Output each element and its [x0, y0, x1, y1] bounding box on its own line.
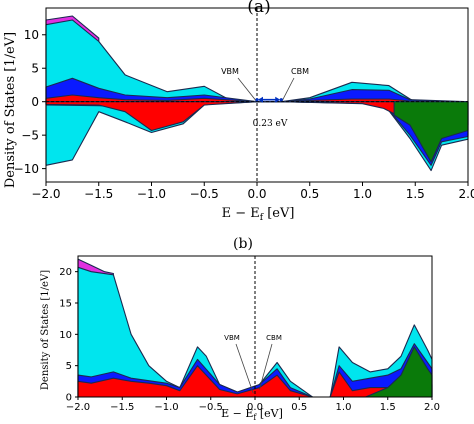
panel-a-gap-arrowhead-right [275, 96, 281, 103]
panel-a-x-tick-label: −0.5 [190, 187, 219, 201]
panel-a-axes: −2.0 −1.5 −1.0 −0.5 0.0 0.5 1.0 1.5 2.0 −10 −5 0 5 10 [14, 7, 474, 201]
panel-b-axes: −2.0 −1.5 −1.0 −0.5 0.0 0.5 1.0 1.5 2.0 0 5 10 15 20 [59, 255, 440, 413]
panel-a: (a) −2.0 −1.5 −1.0 −0.5 0.0 0.5 1.0 1.5 2.0−10−5… [3, 0, 474, 223]
panel-b-y-tick-label: 10 [59, 330, 72, 341]
panel-a-x-axis-label: E − Ef [eV] [222, 206, 295, 223]
panel-b-y-axis-label: Density of States [1/eV] [40, 270, 51, 390]
panel-b-x-tick-label: 1.0 [336, 402, 352, 413]
panel-a-cbm-label: CBM [291, 67, 309, 76]
panel-a-y-tick-label: −10 [14, 162, 39, 176]
panel-b-cbm-pointer [259, 343, 273, 390]
panel-b-vbm-label: VBM [224, 334, 240, 342]
panel-a-y-axis-label: Density of States [1/eV] [3, 32, 18, 188]
panel-a-y-tick-label: 10 [24, 28, 39, 42]
panel-b: (b) −2.0 −1.5 −1.0 −0.5 0.0 0.5 1.0 1.5 2.0 0 5 10 1… [40, 236, 440, 422]
panel-a-y-tick-label: 5 [31, 61, 39, 75]
panel-a-x-tick-label: −1.5 [84, 187, 113, 201]
panel-b-x-tick-label: 2.0 [424, 402, 440, 413]
panel-a-x-tick-label: −2.0 [31, 187, 60, 201]
panel-a-vbm-label: VBM [221, 67, 239, 76]
panel-b-x-tick-label: 1.5 [380, 402, 396, 413]
panel-a-cbm-pointer [281, 77, 295, 101]
panel-b-cbm-label: CBM [266, 334, 282, 342]
panel-b-x-tick-label: −0.5 [199, 402, 223, 413]
panel-b-x-tick-label: 0.0 [247, 402, 263, 413]
panel-b-y-tick-label: 20 [59, 267, 72, 278]
panel-b-x-axis-label: E − Ef [eV] [221, 407, 283, 422]
panel-a-x-tick-label: 1.0 [353, 187, 372, 201]
panel-b-series-cyan-1 [77, 266, 433, 398]
panel-b-plot-area [77, 258, 433, 398]
panel-a-gap-arrowhead-left [258, 96, 263, 103]
panel-a-vbm-dot [255, 98, 259, 102]
panel-b-y-tick-label: 5 [66, 361, 72, 372]
panel-a-x-tick-label: 0.5 [300, 187, 319, 201]
panel-b-y-tick-label: 0 [66, 393, 72, 404]
panel-a-x-tick-label: 0.0 [247, 187, 266, 201]
panel-b-label: (b) [233, 236, 253, 252]
panel-a-gap-label: 0.23 eV [253, 119, 288, 129]
panel-a-x-tick-label: −1.0 [137, 187, 166, 201]
panel-b-x-tick-label: 0.5 [291, 402, 307, 413]
panel-a-y-tick-label: 0 [31, 95, 39, 109]
panel-a-x-tick-label: 1.5 [406, 187, 425, 201]
panel-a-x-tick-label: 2.0 [458, 187, 474, 201]
panel-b-vbm-pointer [235, 343, 254, 394]
panel-a-y-tick-label: −5 [21, 128, 39, 142]
panel-a-vbm-pointer [237, 77, 257, 101]
panel-b-y-tick-label: 15 [59, 299, 72, 310]
panel-a-cbm-dot [279, 98, 283, 102]
panel-b-x-tick-label: −1.5 [110, 402, 134, 413]
panel-b-x-tick-label: −1.0 [154, 402, 178, 413]
panel-b-x-tick-label: −2.0 [66, 402, 90, 413]
